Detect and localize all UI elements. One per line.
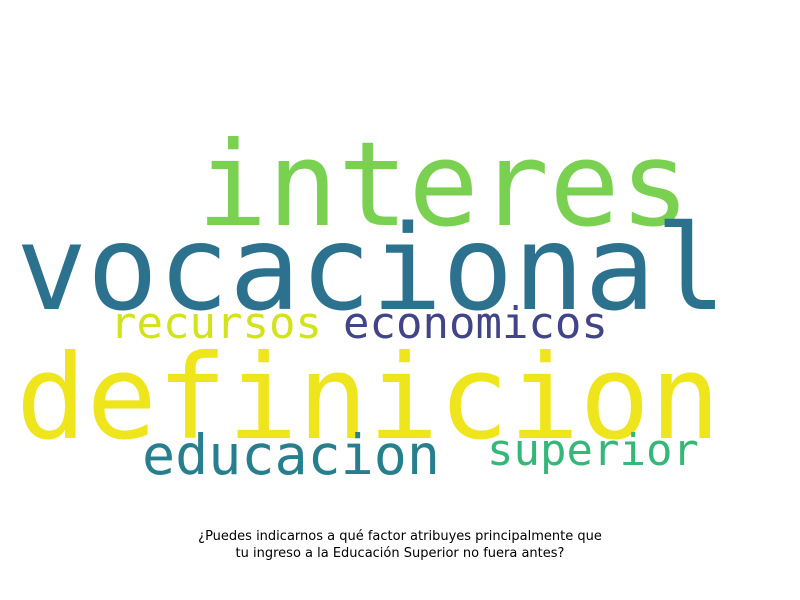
word-superior: superior xyxy=(487,425,699,476)
word-vocacional: vocacional xyxy=(16,199,727,337)
word-recursos: recursos xyxy=(110,298,322,349)
caption-line-2: tu ingreso a la Educación Superior no fu… xyxy=(235,546,565,561)
word-interes: interes xyxy=(197,116,691,253)
word-economicos: economicos xyxy=(343,298,608,349)
word-educacion: educacion xyxy=(142,423,441,487)
word-cloud: interes vocacional recursos economicos d… xyxy=(16,116,727,487)
question-caption: ¿Puedes indicarnos a qué factor atribuye… xyxy=(100,528,700,562)
word-definicion: definicion xyxy=(16,329,721,466)
caption-line-1: ¿Puedes indicarnos a qué factor atribuye… xyxy=(198,529,602,544)
